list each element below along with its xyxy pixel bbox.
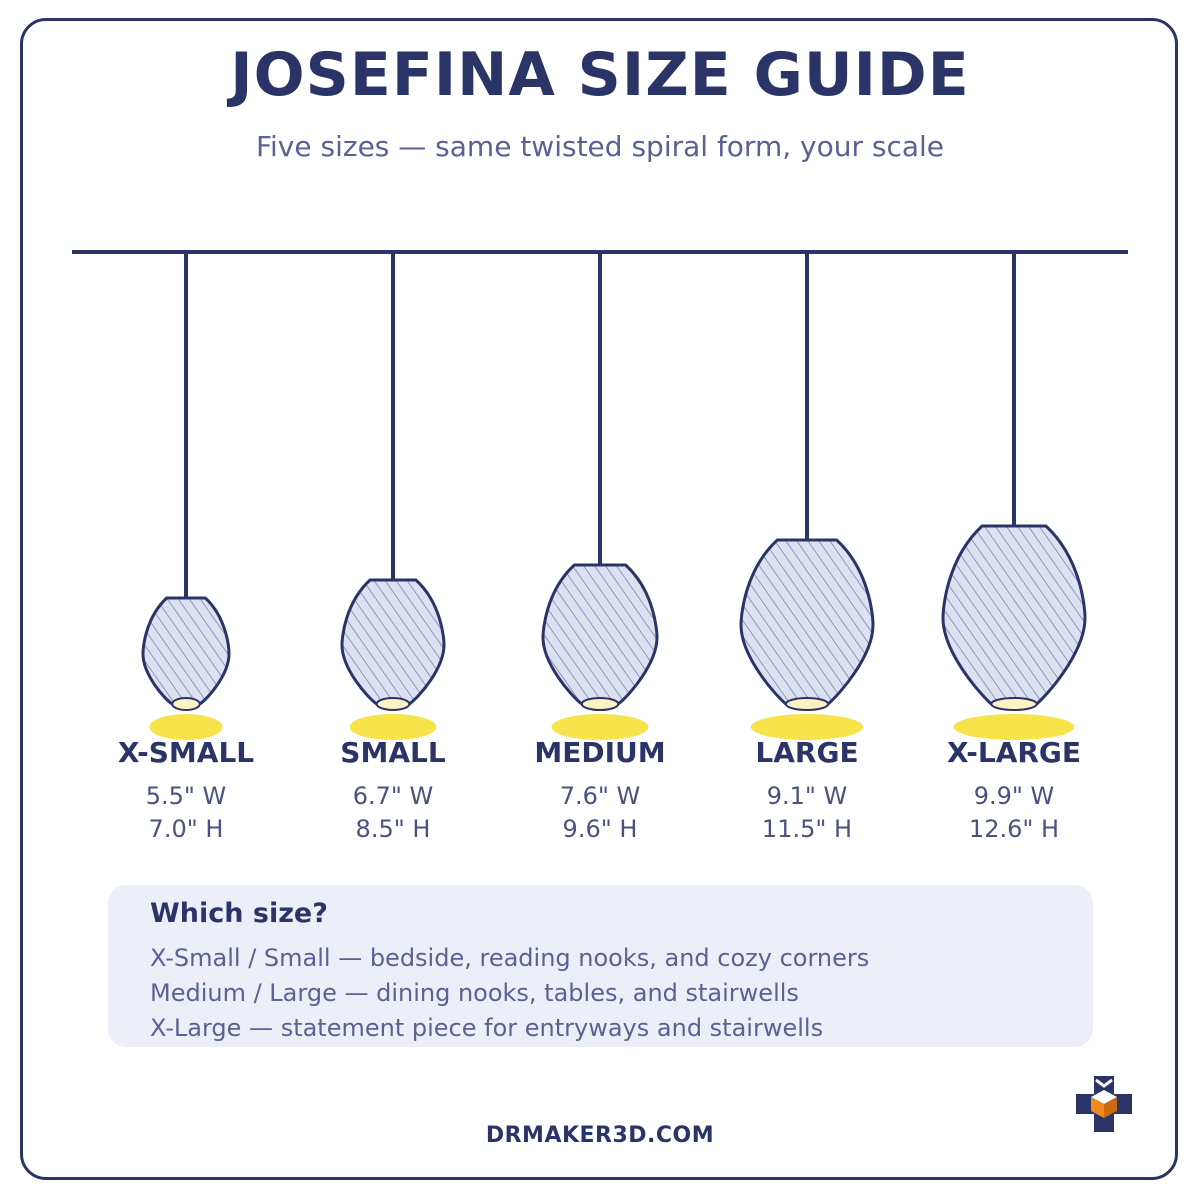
light-glow (953, 714, 1075, 740)
size-label-x-large: X-LARGE (946, 736, 1082, 769)
size-advice-panel (108, 885, 1093, 1047)
height-large: 11.5" H (761, 815, 853, 843)
width-x-small: 5.5" W (145, 782, 227, 810)
height-x-small: 7.0" H (148, 815, 224, 843)
size-label-medium: MEDIUM (534, 736, 666, 769)
drmaker-logo-icon (1076, 1076, 1132, 1132)
light-glow (349, 714, 437, 740)
lamp-illustration (72, 250, 1128, 740)
pendant-lamp-large (739, 254, 875, 740)
pendant-lamp-medium (541, 254, 659, 740)
light-glow (551, 714, 649, 740)
lamp-shade (941, 524, 1087, 706)
page-subtitle: Five sizes — same twisted spiral form, y… (255, 130, 945, 163)
height-x-large: 12.6" H (968, 815, 1060, 843)
pendant-lamp-x-small (141, 254, 231, 740)
size-advice-line: X-Large — statement piece for entryways … (150, 1014, 824, 1042)
bulb-opening (580, 697, 620, 711)
website-footer: DRMAKER3D.COM (485, 1123, 715, 1148)
size-label-large: LARGE (755, 736, 859, 769)
width-small: 6.7" W (352, 782, 434, 810)
width-x-large: 9.9" W (973, 782, 1055, 810)
page-title: JOSEFINA SIZE GUIDE (230, 40, 970, 110)
card-frame (20, 18, 1178, 1180)
pendant-lamp-small (340, 254, 446, 740)
width-large: 9.1" W (766, 782, 848, 810)
lamp-shade (340, 578, 446, 706)
bulb-opening (171, 697, 201, 711)
size-advice-line: Medium / Large — dining nooks, tables, a… (150, 979, 799, 1007)
pendant-lamp-x-large (941, 254, 1087, 740)
lamp-shade (541, 563, 659, 706)
bulb-opening (375, 697, 411, 711)
lamp-shade (141, 596, 231, 706)
light-glow (149, 714, 223, 740)
bulb-opening (990, 697, 1038, 711)
light-glow (750, 714, 864, 740)
height-medium: 9.6" H (562, 815, 638, 843)
size-advice-line: X-Small / Small — bedside, reading nooks… (150, 944, 870, 972)
size-advice-heading: Which size? (150, 898, 328, 929)
size-label-x-small: X-SMALL (117, 736, 255, 769)
size-label-small: SMALL (340, 736, 446, 769)
lamp-shade (739, 538, 875, 706)
bulb-opening (784, 697, 830, 711)
height-small: 8.5" H (355, 815, 431, 843)
width-medium: 7.6" W (559, 782, 641, 810)
